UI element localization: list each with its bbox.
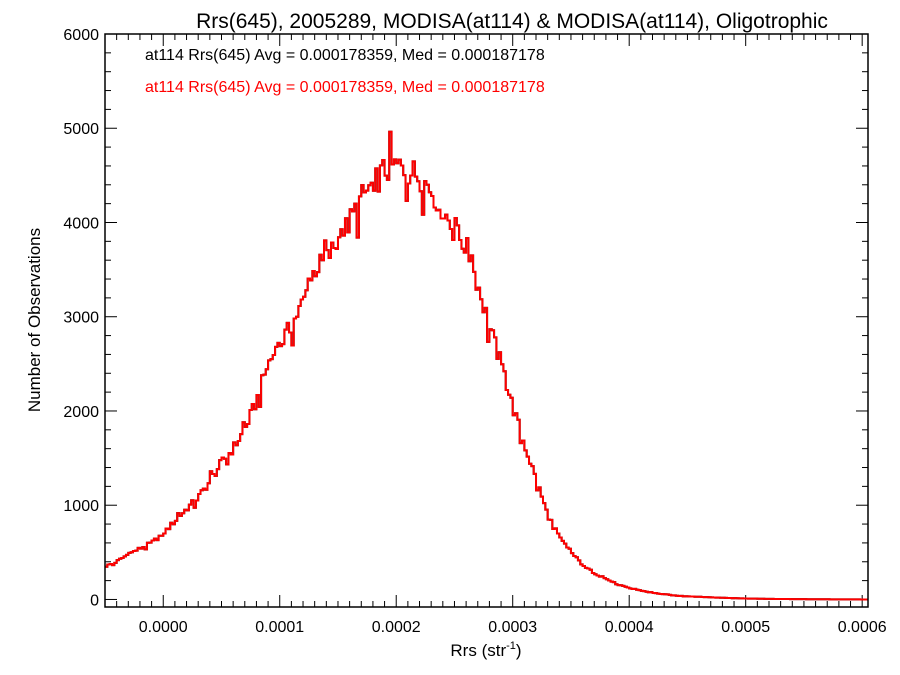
y-tick-label: 1000 [63,498,99,515]
series-line-0 [105,130,868,601]
x-axis: 0.0000 0.0001 0.0002 0.0003 0.0004 0.0005 0.00… [116,34,887,636]
y-tick-label: 4000 [63,215,99,232]
legend-entry-black: at114 Rrs(645) Avg = 0.000178359, Med = … [145,47,545,64]
x-tick-label: 0.0006 [838,619,887,636]
series-line-1 [105,130,868,601]
y-tick-label: 5000 [63,121,99,138]
legend-entry-red: at114 Rrs(645) Avg = 0.000178359, Med = … [145,79,545,96]
x-tick-label: 0.0003 [488,619,537,636]
y-tick-label: 0 [90,592,99,609]
x-tick-label: 0.0001 [255,619,304,636]
chart-title: Rrs(645), 2005289, MODISA(at114) & MODIS… [196,10,828,33]
y-tick-label: 3000 [63,310,99,327]
y-axis: 0 1000 2000 3000 4000 5000 6000 [63,27,868,609]
y-axis-label: Number of Observations [25,228,44,412]
x-tick-label: 0.0000 [139,619,188,636]
x-tick-label: 0.0004 [605,619,654,636]
histogram-series [105,130,868,601]
x-axis-label: Rrs (str-1) [450,640,521,660]
x-tick-label: 0.0002 [372,619,421,636]
x-tick-label: 0.0005 [721,619,770,636]
y-tick-label: 2000 [63,404,99,421]
y-tick-label: 6000 [63,27,99,44]
plot-frame [104,33,869,608]
